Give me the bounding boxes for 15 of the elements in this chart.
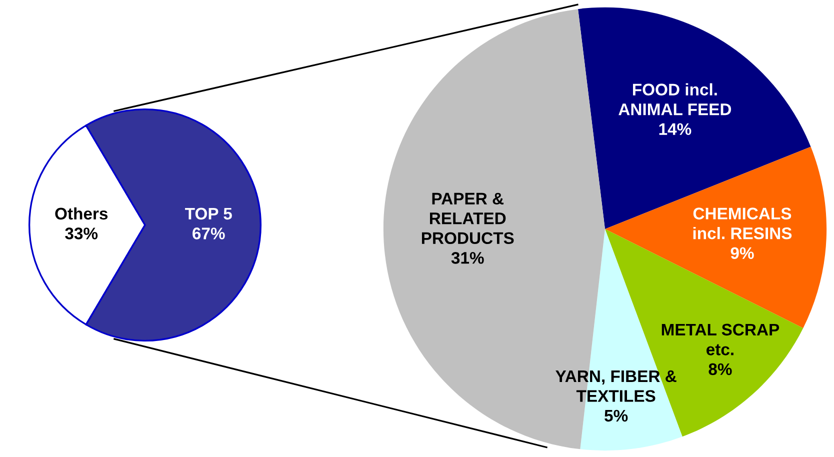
- data-label: 9%: [730, 247, 754, 259]
- data-label: 33%: [65, 228, 98, 240]
- slice-label: PAPER & RELATED PRODUCTS: [422, 192, 514, 244]
- slice-label: METAL SCRAP etc.: [662, 324, 780, 356]
- data-label: 14%: [659, 123, 692, 135]
- slice-label: FOOD incl. ANIMAL FEED: [618, 83, 732, 116]
- data-label: 5%: [604, 410, 628, 422]
- data-label: 31%: [451, 252, 484, 264]
- data-label: 67%: [192, 228, 225, 240]
- slice-label: Others: [55, 207, 108, 220]
- slice-label: CHEMICALS incl. RESINS: [693, 208, 792, 240]
- pie-slice: [578, 7, 811, 229]
- data-label: 8%: [708, 363, 732, 376]
- slice-label: YARN, FIBER & TEXTILES: [556, 370, 676, 402]
- slice-label: TOP 5: [185, 208, 232, 220]
